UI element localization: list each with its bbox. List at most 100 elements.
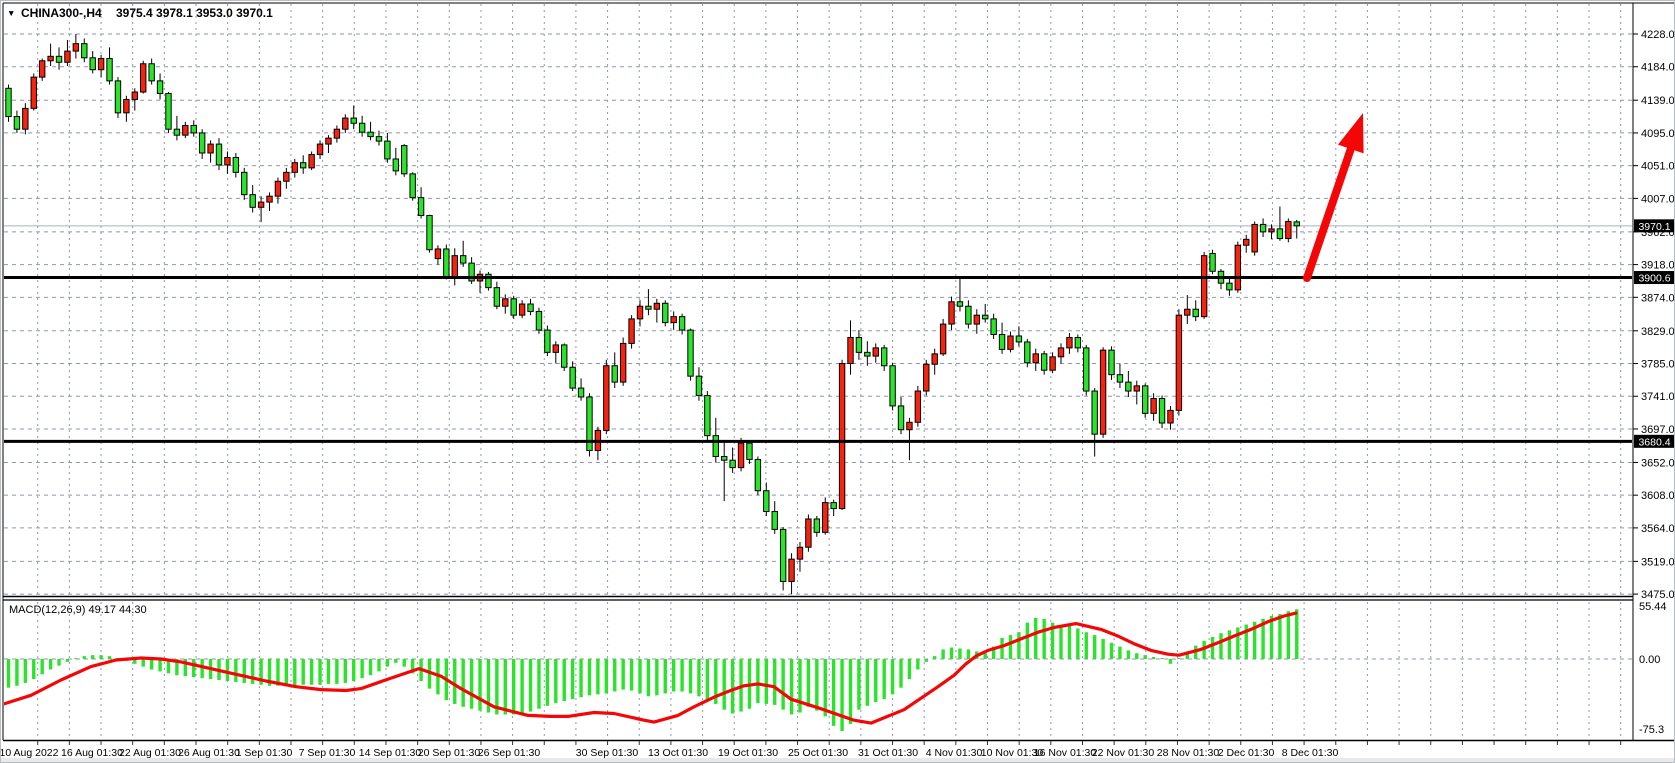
candle [1251, 221, 1258, 256]
candle [1015, 326, 1023, 347]
candle [754, 456, 762, 496]
candle [22, 103, 29, 135]
candle [1259, 218, 1267, 238]
horizontal-support-resistance-lines[interactable] [4, 276, 1632, 443]
candle [358, 115, 366, 137]
candle [628, 315, 635, 349]
price-axis-label: 4228.0 [1641, 29, 1675, 41]
candle [215, 138, 223, 171]
candle [737, 437, 745, 472]
candle [1091, 388, 1098, 457]
candle [325, 135, 332, 154]
candle [468, 257, 475, 284]
candle [232, 153, 240, 178]
candle [1285, 218, 1292, 243]
candle [274, 177, 282, 204]
price-axis[interactable]: 4228.04184.04139.04095.04051.04007.03962… [1633, 29, 1675, 601]
price-axis-label: 3608.0 [1641, 490, 1675, 502]
candle [1234, 241, 1242, 293]
candle [586, 393, 593, 457]
candle [771, 501, 778, 534]
candle [788, 553, 795, 595]
time-axis-label: 2 Dec 01:30 [1218, 747, 1275, 759]
candle [822, 497, 829, 535]
candle [55, 47, 63, 70]
panel-borders [2, 2, 1674, 742]
candle [889, 362, 896, 411]
candle [224, 151, 231, 174]
candle [182, 121, 189, 139]
time-axis-label: 16 Aug 01:30 [61, 747, 123, 759]
candle [998, 322, 1006, 354]
time-axis-label: 22 Aug 01:30 [119, 747, 181, 759]
candle [779, 527, 787, 591]
candle [114, 77, 122, 119]
candle [131, 88, 139, 111]
macd-indicator-label: MACD(12,26,9) 49.17 44.30 [9, 604, 147, 616]
candle [619, 337, 627, 386]
time-axis-label: 10 Nov 01:30 [981, 747, 1044, 759]
candle [140, 60, 147, 94]
price-axis-label: 3785.0 [1641, 359, 1675, 371]
candle [645, 289, 652, 316]
candle [704, 391, 711, 442]
candle [535, 307, 543, 334]
candle [1125, 370, 1132, 397]
candle [1108, 346, 1115, 380]
candle [1243, 234, 1250, 253]
candle [746, 440, 753, 464]
candle [165, 92, 172, 133]
candle [333, 125, 341, 143]
time-axis-label: 19 Oct 01:30 [718, 747, 778, 759]
candle [308, 151, 315, 171]
candle [982, 304, 989, 323]
candle [198, 129, 206, 159]
candle [148, 58, 155, 85]
time-axis-label: 13 Oct 01:30 [648, 747, 708, 759]
candle [956, 277, 964, 312]
symbol-timeframe-label: CHINA300-,H4 [21, 6, 102, 20]
candle [1175, 309, 1183, 416]
candle [813, 515, 821, 537]
candle [1142, 383, 1149, 418]
candle [1024, 338, 1031, 368]
macd-signal-line [4, 611, 1298, 725]
candle [965, 300, 972, 329]
time-axis-label: 26 Sep 01:30 [478, 747, 541, 759]
candle [1268, 224, 1275, 240]
candle [384, 132, 391, 163]
candle [544, 325, 551, 357]
time-axis-label: 31 Oct 01:30 [858, 747, 918, 759]
trend-arrow-annotation[interactable] [1303, 113, 1364, 282]
macd-axis-label: -75.3 [1639, 724, 1664, 736]
time-axis-label: 8 Dec 01:30 [1282, 747, 1339, 759]
candle [1032, 348, 1039, 371]
candle [89, 51, 96, 74]
time-axis-label: 10 Aug 2022 [1, 747, 59, 759]
candle [653, 298, 661, 323]
candle [426, 214, 433, 253]
candle [1276, 206, 1284, 241]
price-axis-label: 3564.0 [1641, 523, 1675, 535]
price-axis-label: 3741.0 [1641, 391, 1675, 403]
candle [434, 245, 442, 265]
candle [1074, 334, 1082, 353]
price-axis-label: 3829.0 [1641, 326, 1675, 338]
candle [527, 298, 534, 316]
price-badge: 3970.1 [1638, 221, 1670, 233]
macd-axis-label: 0.00 [1639, 654, 1660, 666]
candle [1158, 395, 1166, 429]
candle [5, 84, 12, 122]
candle [72, 34, 80, 59]
candle [805, 514, 812, 552]
candle [518, 300, 526, 319]
macd-axis[interactable]: 55.44 0.00 -75.3 [1639, 601, 1667, 736]
candle [367, 121, 374, 141]
price-axis-label: 3874.0 [1641, 292, 1675, 304]
time-axis-label: 26 Aug 01:30 [178, 747, 240, 759]
candlestick-series[interactable] [5, 34, 1300, 595]
symbol-dropdown-icon[interactable]: ▼ [7, 8, 15, 18]
candle [291, 158, 298, 178]
candle [830, 499, 837, 516]
